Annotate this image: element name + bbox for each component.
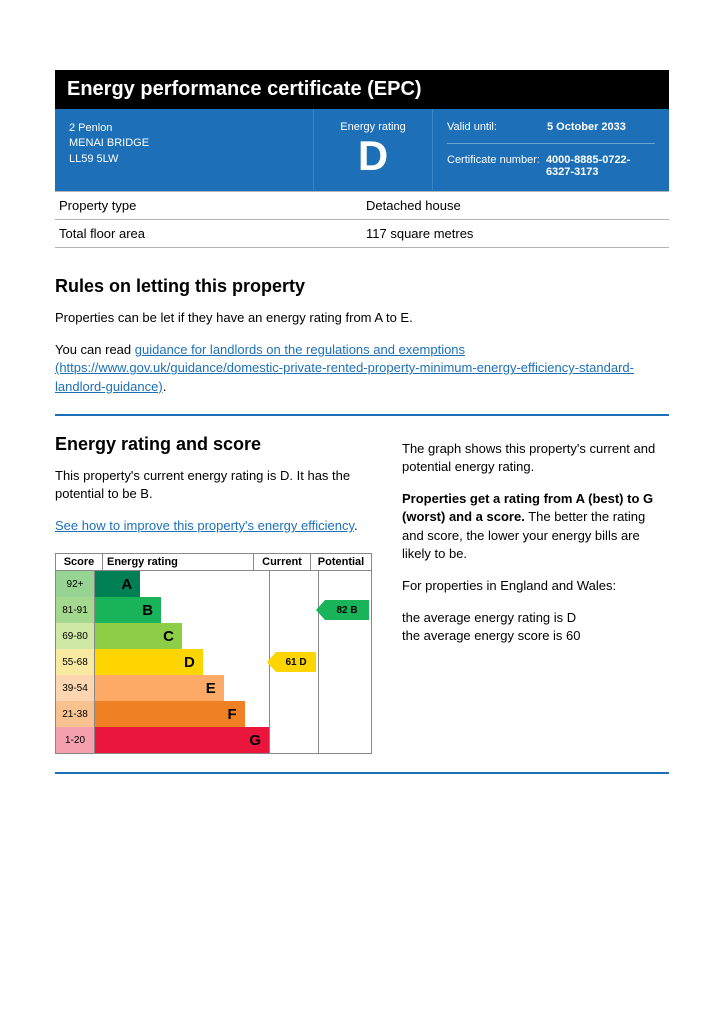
chart-header-potential: Potential	[311, 554, 371, 570]
address-line: LL59 5LW	[69, 152, 299, 167]
current-cell: .arrow.cur-a::before{border-right:9px so…	[270, 649, 319, 675]
chart-header-current: Current	[254, 554, 311, 570]
energy-rating-box: Energy rating D	[314, 109, 433, 190]
band-score-range: 39-54	[56, 675, 95, 701]
property-type-label: Property type	[55, 192, 362, 220]
current-cell	[270, 701, 319, 727]
chart-band-row: 92+A	[56, 571, 371, 597]
table-row: Total floor area 117 square metres	[55, 220, 669, 248]
rules-paragraph: You can read guidance for landlords on t…	[55, 341, 669, 396]
page-title: Energy performance certificate (EPC)	[55, 70, 669, 109]
band-bar-cell: A	[95, 571, 270, 597]
valid-until-label: Valid until:	[447, 121, 547, 133]
potential-cell	[319, 701, 371, 727]
valid-until-value: 5 October 2033	[547, 121, 626, 133]
band-bar-cell: G	[95, 727, 270, 753]
band-score-range: 81-91	[56, 597, 95, 623]
chart-header-rating: Energy rating	[103, 554, 254, 570]
rating-explanation: Properties get a rating from A (best) to…	[402, 490, 669, 563]
current-cell	[270, 623, 319, 649]
band-bar-cell: E	[95, 675, 270, 701]
band-score-range: 92+	[56, 571, 95, 597]
band-bar-cell: F	[95, 701, 270, 727]
rules-paragraph: Properties can be let if they have an en…	[55, 309, 669, 327]
chart-band-row: 69-80C	[56, 623, 371, 649]
chart-header-score: Score	[56, 554, 103, 570]
potential-cell	[319, 675, 371, 701]
chart-band-row: 1-20G	[56, 727, 371, 753]
band-bar: D	[95, 649, 203, 675]
band-score-range: 69-80	[56, 623, 95, 649]
average-score: the average energy score is 60	[402, 628, 581, 643]
band-score-range: 1-20	[56, 727, 95, 753]
current-rating-text: This property's current energy rating is…	[55, 467, 372, 503]
potential-cell	[319, 571, 371, 597]
chart-band-row: 55-68D .arrow.cur-a::before{border-right:…	[56, 649, 371, 675]
section-divider	[55, 772, 669, 774]
band-score-range: 55-68	[56, 649, 95, 675]
band-bar: B	[95, 597, 161, 623]
section-divider	[55, 414, 669, 416]
potential-cell	[319, 623, 371, 649]
band-bar: E	[95, 675, 224, 701]
rules-text: You can read	[55, 342, 135, 357]
summary-panel: 2 Penlon MENAI BRIDGE LL59 5LW Energy ra…	[55, 109, 669, 191]
table-row: Property type Detached house	[55, 192, 669, 220]
chart-band-row: 39-54E	[56, 675, 371, 701]
current-cell	[270, 597, 319, 623]
band-bar: A	[95, 571, 140, 597]
score-heading: Energy rating and score	[55, 434, 372, 455]
rules-text: .	[163, 379, 167, 394]
rules-heading: Rules on letting this property	[55, 276, 669, 297]
band-bar: G	[95, 727, 269, 753]
validity-block: Valid until: 5 October 2033 Certificate …	[433, 109, 669, 190]
current-cell	[270, 571, 319, 597]
chart-band-row: 21-38F	[56, 701, 371, 727]
averages-text: the average energy rating is D the avera…	[402, 609, 669, 645]
landlord-guidance-link[interactable]: guidance for landlords on the regulation…	[55, 342, 634, 393]
property-type-value: Detached house	[362, 192, 669, 220]
certificate-number-value: 4000-8885-0722-6327-3173	[546, 154, 655, 178]
averages-intro: For properties in England and Wales:	[402, 577, 669, 595]
energy-rating-chart: Score Energy rating Current Potential 92…	[55, 553, 372, 754]
band-bar-cell: C	[95, 623, 270, 649]
band-bar: C	[95, 623, 182, 649]
current-cell	[270, 675, 319, 701]
chart-description: The graph shows this property's current …	[402, 440, 669, 476]
energy-rating-letter: D	[328, 135, 418, 177]
chart-header: Score Energy rating Current Potential	[56, 554, 371, 571]
floor-area-value: 117 square metres	[362, 220, 669, 248]
address-line: MENAI BRIDGE	[69, 136, 299, 151]
band-score-range: 21-38	[56, 701, 95, 727]
potential-cell	[319, 649, 371, 675]
band-bar-cell: B	[95, 597, 270, 623]
property-details-table: Property type Detached house Total floor…	[55, 191, 669, 248]
average-rating: the average energy rating is D	[402, 610, 576, 625]
certificate-number-label: Certificate number:	[447, 154, 540, 178]
potential-rating-arrow: 82 B	[325, 600, 369, 620]
band-bar: F	[95, 701, 245, 727]
address-line: 2 Penlon	[69, 121, 299, 136]
potential-cell	[319, 727, 371, 753]
current-rating-arrow: 61 D	[276, 652, 316, 672]
current-cell	[270, 727, 319, 753]
floor-area-label: Total floor area	[55, 220, 362, 248]
band-bar-cell: D	[95, 649, 270, 675]
address-block: 2 Penlon MENAI BRIDGE LL59 5LW	[55, 109, 314, 190]
chart-band-row: 81-91B .arrow.pot-a::before{border-right:…	[56, 597, 371, 623]
improve-efficiency-link[interactable]: See how to improve this property's energ…	[55, 518, 354, 533]
potential-cell: .arrow.pot-a::before{border-right:9px so…	[319, 597, 371, 623]
